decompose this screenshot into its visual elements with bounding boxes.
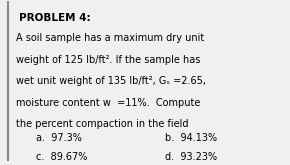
Text: moisture content w  =11%.  Compute: moisture content w =11%. Compute [16,98,200,108]
Text: wet unit weight of 135 lb/ft², Gₛ =2.65,: wet unit weight of 135 lb/ft², Gₛ =2.65, [16,76,206,86]
Text: b.  94.13%: b. 94.13% [165,133,217,143]
Text: c.  89.67%: c. 89.67% [36,152,87,162]
Text: the percent compaction in the field: the percent compaction in the field [16,119,188,129]
Text: PROBLEM 4:: PROBLEM 4: [19,13,90,23]
Text: a.  97.3%: a. 97.3% [36,133,82,143]
Text: d.  93.23%: d. 93.23% [165,152,217,162]
Text: A soil sample has a maximum dry unit: A soil sample has a maximum dry unit [16,33,204,43]
Text: weight of 125 lb/ft². If the sample has: weight of 125 lb/ft². If the sample has [16,55,200,65]
